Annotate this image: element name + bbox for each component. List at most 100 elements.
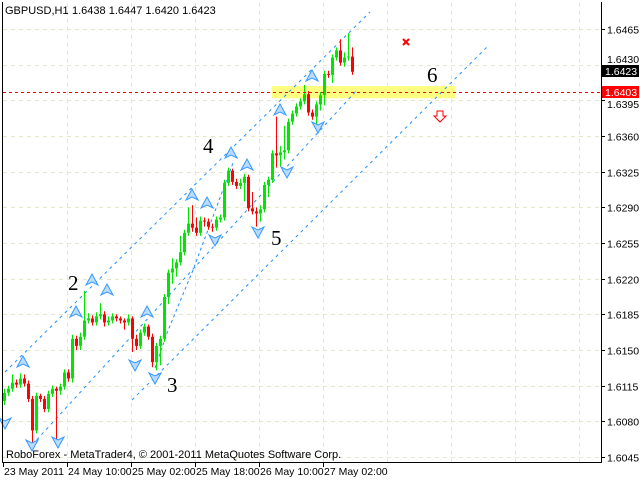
candle bbox=[103, 311, 106, 327]
upper-channel-line[interactable] bbox=[4, 11, 371, 373]
candle-body bbox=[83, 320, 86, 337]
time-tick-label: 25 May 02:00 bbox=[132, 466, 196, 478]
price-tick-label: 1.6360 bbox=[607, 132, 639, 144]
current-price-text: 1.6423 bbox=[605, 66, 637, 78]
candle bbox=[183, 229, 186, 256]
candle-body bbox=[319, 95, 322, 105]
price-tick-label: 1.6430 bbox=[607, 54, 639, 66]
candle-body bbox=[239, 182, 242, 186]
candle bbox=[135, 334, 138, 350]
candle bbox=[259, 205, 262, 222]
candle-body bbox=[95, 316, 98, 323]
candle-body bbox=[339, 50, 342, 63]
candle bbox=[187, 207, 190, 236]
candle-body bbox=[215, 219, 218, 228]
candle-body bbox=[139, 332, 142, 346]
candle bbox=[327, 70, 330, 78]
price-axis[interactable]: 1.6465 1.6430 1.6395 1.6360 1.6325 1.6290 1.62… bbox=[601, 25, 639, 465]
candle bbox=[323, 70, 326, 106]
candle-body bbox=[271, 153, 274, 180]
candle bbox=[59, 383, 62, 395]
price-tick-label: 1.6115 bbox=[607, 382, 638, 394]
price-tick-label: 1.6220 bbox=[607, 275, 639, 287]
candle bbox=[243, 173, 246, 202]
wave-label-5: 5 bbox=[271, 226, 282, 250]
candle-body bbox=[23, 378, 26, 384]
candle-body bbox=[135, 338, 138, 346]
candle bbox=[195, 217, 198, 236]
sell-cross-icon bbox=[402, 38, 410, 46]
candle-body bbox=[223, 182, 226, 218]
candle bbox=[283, 125, 286, 160]
fractal-down-arrow-icon bbox=[24, 438, 40, 453]
candle-body bbox=[103, 314, 106, 323]
candle bbox=[115, 314, 118, 322]
candle bbox=[223, 179, 226, 221]
time-tick-label: 24 May 10:00 bbox=[68, 466, 132, 478]
candle bbox=[255, 207, 258, 227]
fractal-up-arrow-icon bbox=[99, 282, 115, 297]
candle bbox=[303, 85, 306, 105]
candle bbox=[211, 223, 214, 232]
candle-body bbox=[307, 94, 310, 113]
candle-body bbox=[251, 208, 254, 212]
candle-body bbox=[179, 252, 182, 263]
candle-body bbox=[191, 223, 194, 228]
candle bbox=[7, 385, 10, 396]
candle-body bbox=[235, 181, 238, 186]
candle bbox=[163, 293, 166, 342]
level-price-text: 1.6403 bbox=[605, 87, 637, 99]
candle bbox=[279, 146, 282, 167]
candle-body bbox=[259, 209, 262, 214]
candle-body bbox=[127, 318, 130, 323]
fractal-up-arrow-icon bbox=[15, 354, 31, 369]
candle-body bbox=[99, 314, 102, 317]
candle bbox=[291, 110, 294, 125]
candle bbox=[347, 33, 350, 61]
candle-body bbox=[147, 326, 150, 337]
candle-body bbox=[63, 372, 66, 387]
fractal-up-arrow-icon bbox=[68, 304, 84, 319]
candle bbox=[231, 168, 234, 185]
time-tick-label: 25 May 18:00 bbox=[196, 466, 260, 478]
candle bbox=[39, 393, 42, 402]
level-price-label: 1.6403 bbox=[602, 86, 639, 99]
candle-body bbox=[131, 318, 134, 339]
time-axis[interactable]: 23 May 2011 24 May 10:00 25 May 02:00 25 Ma… bbox=[3, 462, 388, 478]
price-tick-label: 1.6255 bbox=[607, 239, 639, 251]
candle-body bbox=[143, 326, 146, 333]
price-tick-label: 1.6395 bbox=[607, 99, 639, 111]
candle-body bbox=[151, 336, 154, 363]
candle-body bbox=[3, 392, 6, 401]
candle bbox=[87, 313, 90, 324]
candle bbox=[99, 303, 102, 320]
candle bbox=[151, 333, 154, 368]
candle-body bbox=[59, 386, 62, 391]
candle bbox=[159, 335, 162, 366]
candle-body bbox=[115, 316, 118, 319]
candle bbox=[55, 386, 58, 442]
candle-body bbox=[163, 296, 166, 339]
wave-label-3: 3 bbox=[167, 373, 178, 397]
candle bbox=[83, 290, 86, 340]
candle-body bbox=[51, 388, 54, 394]
candle bbox=[147, 324, 150, 340]
middle-channel-line[interactable] bbox=[31, 89, 358, 446]
candle-body bbox=[347, 56, 350, 58]
candle bbox=[111, 313, 114, 324]
candle-body bbox=[159, 338, 162, 346]
candle-body bbox=[295, 106, 298, 114]
candle bbox=[63, 369, 66, 390]
candle-body bbox=[315, 104, 318, 117]
candle-body bbox=[243, 176, 246, 183]
candle bbox=[199, 216, 202, 236]
candle-body bbox=[335, 50, 338, 58]
candle bbox=[311, 109, 314, 120]
candle bbox=[271, 150, 274, 183]
candle bbox=[43, 395, 46, 413]
fractal-up-arrow-icon bbox=[139, 304, 155, 319]
candle-body bbox=[35, 395, 38, 431]
candle bbox=[175, 259, 178, 277]
